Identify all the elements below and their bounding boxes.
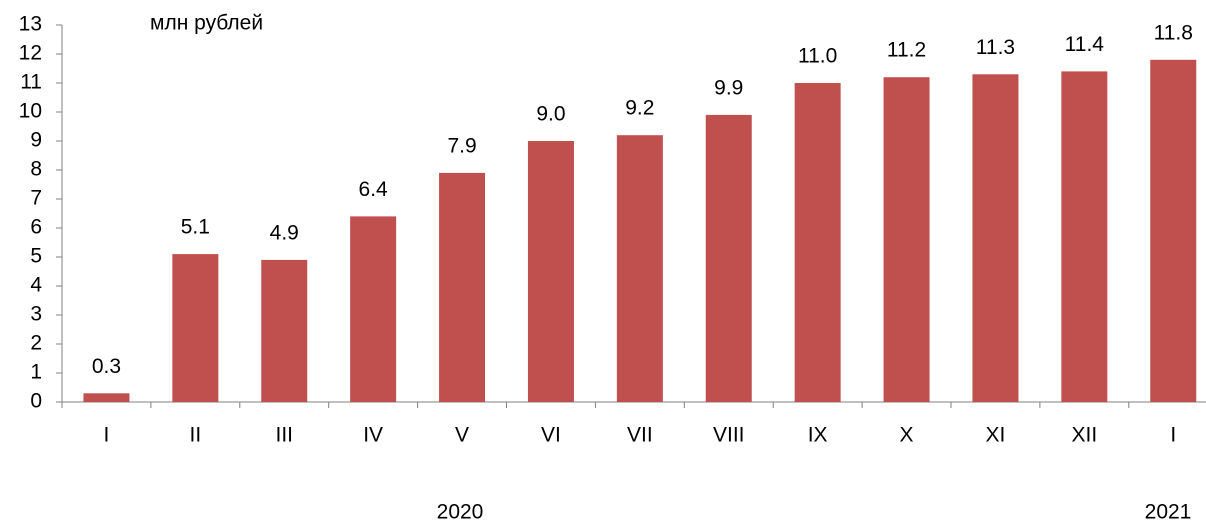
x-tick-label: IX <box>808 424 828 447</box>
bar <box>1150 59 1197 403</box>
y-tick-label: 7 <box>30 187 42 210</box>
y-tick-label: 13 <box>19 13 42 36</box>
value-label: 11.3 <box>976 36 1015 59</box>
x-tick-label: II <box>190 424 202 447</box>
y-tick-label: 1 <box>30 361 42 384</box>
value-label: 5.1 <box>181 216 210 239</box>
bar <box>527 141 574 402</box>
x-tick-label: I <box>1170 424 1176 447</box>
value-label: 11.2 <box>887 39 926 62</box>
bar <box>83 393 130 402</box>
y-tick-label: 8 <box>30 158 42 181</box>
year-label: 2020 <box>437 501 484 522</box>
x-tick-label: VI <box>541 424 561 447</box>
x-tick-label: III <box>275 424 293 447</box>
value-label: 9.2 <box>625 97 654 120</box>
x-tick-label: I <box>104 424 110 447</box>
x-tick-label: V <box>455 424 469 447</box>
bar <box>794 83 841 402</box>
value-label: 0.3 <box>92 355 121 378</box>
x-tick-label: VIII <box>713 424 745 447</box>
value-label: 4.9 <box>270 221 299 244</box>
bar <box>616 135 663 402</box>
bar <box>350 216 397 402</box>
y-tick-label: 4 <box>30 274 42 297</box>
bar <box>261 259 308 402</box>
value-label: 11.4 <box>1065 33 1105 56</box>
value-label: 11.0 <box>798 45 837 68</box>
bar <box>972 74 1019 403</box>
x-tick-label: XI <box>986 424 1006 447</box>
y-tick-label: 11 <box>20 71 42 94</box>
value-label: 9.9 <box>714 76 743 99</box>
x-tick-label: X <box>900 424 914 447</box>
value-label: 9.0 <box>536 103 565 126</box>
y-tick-label: 2 <box>30 332 42 355</box>
unit-label: млн рублей <box>150 12 263 35</box>
bar <box>705 114 752 403</box>
y-tick-label: 5 <box>30 245 42 268</box>
bar <box>439 172 486 402</box>
y-tick-label: 12 <box>19 42 42 65</box>
y-tick-label: 0 <box>30 390 42 413</box>
y-tick-label: 10 <box>19 100 42 123</box>
x-tick-label: VII <box>627 424 653 447</box>
bar <box>883 77 930 402</box>
value-label: 11.8 <box>1154 21 1193 44</box>
x-tick-label: IV <box>363 424 383 447</box>
year-label: 2021 <box>1145 501 1192 522</box>
bar <box>1061 71 1108 403</box>
value-label: 6.4 <box>359 178 389 201</box>
value-label: 7.9 <box>447 134 476 157</box>
x-tick-label: XII <box>1072 424 1098 447</box>
bar <box>172 254 219 402</box>
y-tick-label: 9 <box>30 129 42 152</box>
y-tick-label: 6 <box>30 216 42 239</box>
y-tick-label: 3 <box>30 303 42 326</box>
